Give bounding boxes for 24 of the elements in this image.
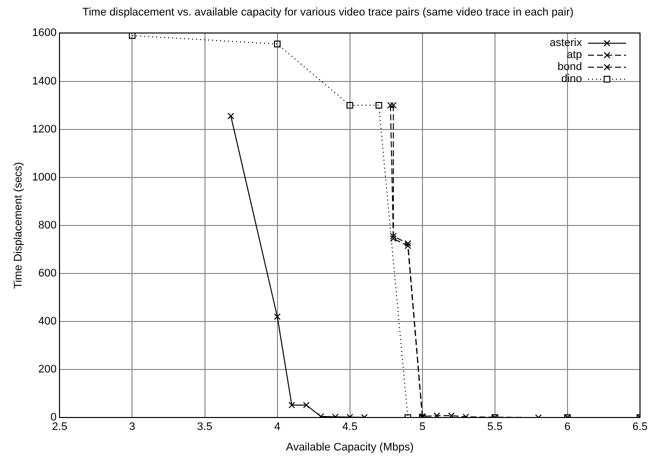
legend-label: asterix	[550, 37, 582, 50]
legend-label: atp	[566, 49, 582, 62]
x-tick-label: 4	[274, 421, 280, 434]
y-tick-label: 800	[38, 219, 57, 232]
y-tick-label: 1000	[32, 171, 57, 184]
x-tick-label: 6	[564, 421, 571, 434]
x-tick-label: 5	[419, 421, 426, 434]
y-tick-label: 200	[38, 364, 57, 376]
x-axis-title: Available Capacity (Mbps)	[286, 441, 414, 454]
x-tick-label: 2.5	[52, 421, 68, 434]
x-tick-label: 5.5	[487, 421, 503, 434]
x-tick-label: 3.5	[197, 421, 212, 434]
y-tick-label: 600	[38, 267, 57, 280]
chart-title: Time displacement vs. available capacity for various video trace pairs (same video trace in each pair)	[82, 6, 574, 19]
x-tick-label: 3	[129, 421, 136, 434]
x-tick-label: 6.5	[632, 421, 648, 434]
y-tick-label: 1600	[32, 27, 57, 40]
y-tick-label: 1200	[32, 123, 57, 136]
x-tick-label: 4.5	[342, 421, 358, 434]
legend-label: dino	[561, 73, 582, 86]
y-tick-label: 1400	[32, 75, 57, 88]
legend-label: bond	[558, 61, 582, 74]
y-tick-label: 400	[38, 316, 57, 328]
y-axis-title: Time Displacement (secs)	[12, 162, 25, 289]
